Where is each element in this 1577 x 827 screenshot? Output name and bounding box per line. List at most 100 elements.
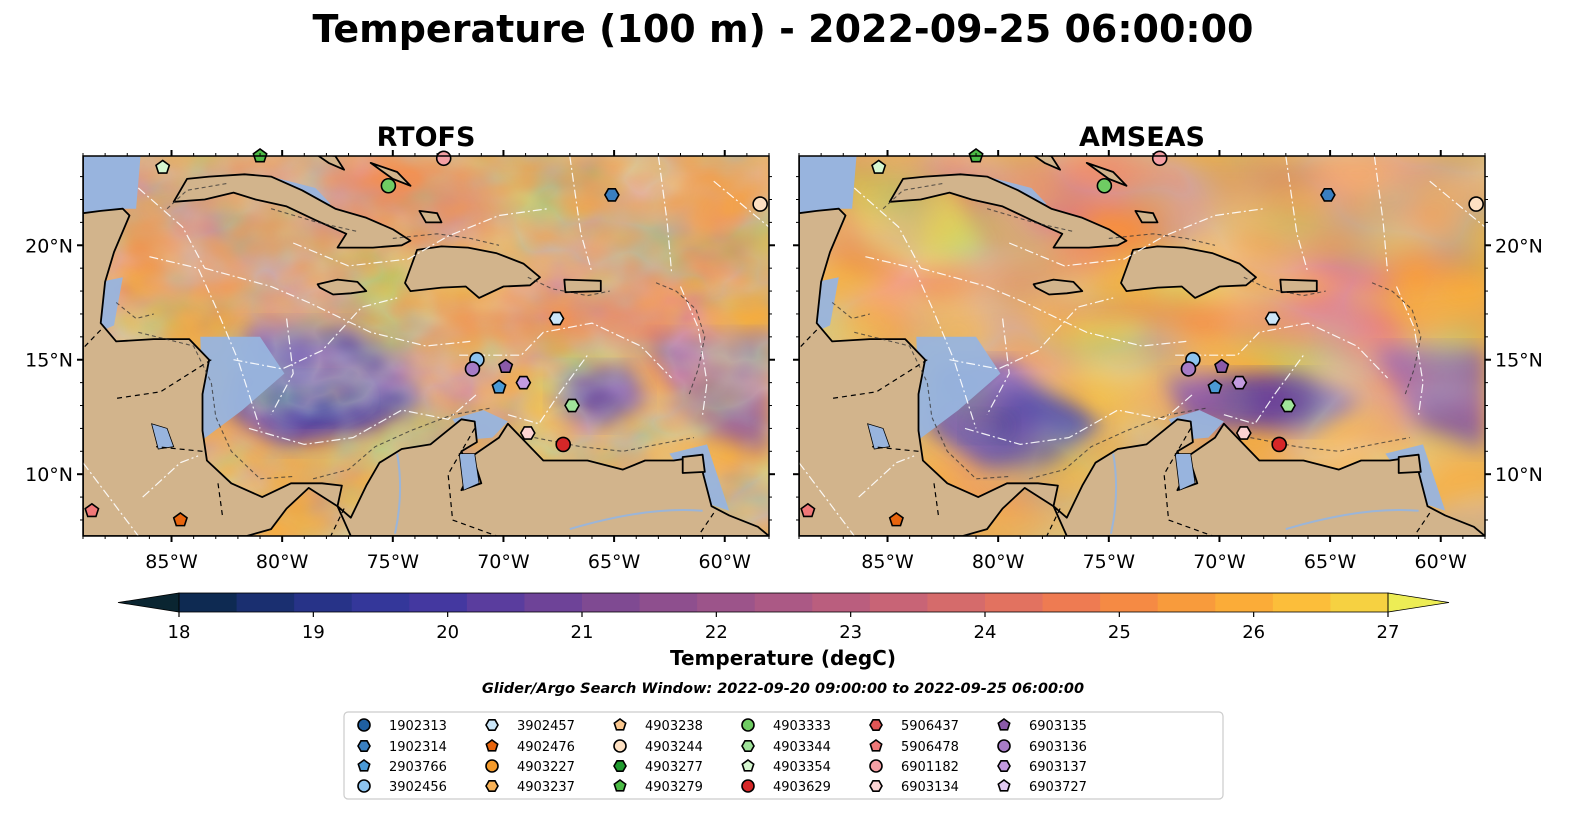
land-bahamasA — [317, 156, 345, 171]
legend-item: 6903134 — [869, 780, 959, 795]
colorbar-tick-label: 21 — [571, 622, 594, 643]
legend-item: 4903277 — [613, 760, 703, 775]
colorbar-extend-high — [1387, 592, 1450, 613]
float-4903333 — [380, 177, 397, 194]
land-southAmerica — [1052, 418, 1485, 536]
float-4903333 — [1096, 177, 1113, 194]
colorbar-bin — [985, 593, 1044, 612]
colorbar-bin — [179, 593, 238, 612]
legend-marker-4902476 — [485, 739, 499, 752]
float-6901182 — [1151, 150, 1168, 167]
float-6903134 — [1235, 426, 1252, 440]
legend-item: 3902457 — [485, 719, 575, 734]
legend-label: 4903629 — [773, 780, 831, 795]
legend-item: 4903279 — [613, 779, 703, 795]
lon-tick-label: 60°W — [1415, 551, 1468, 573]
colorbar-bin — [1042, 593, 1101, 612]
lon-tick-label: 80°W — [256, 551, 309, 573]
float-6903135 — [1214, 358, 1230, 374]
legend-label: 4903277 — [645, 760, 703, 775]
lon-tick-label: 85°W — [861, 551, 914, 573]
float-4902476 — [888, 511, 904, 527]
float-4902476 — [172, 511, 188, 527]
legend-item: 4903333 — [741, 718, 831, 734]
colorbar-extend-low — [117, 592, 180, 613]
legend-item: 4902476 — [485, 739, 575, 755]
legend-item: 4903227 — [485, 759, 575, 775]
colorbar-bin — [351, 593, 410, 612]
colorbar-bin — [236, 593, 295, 612]
colorbar-tick-label: 20 — [436, 622, 459, 643]
colorbar-bin — [524, 593, 583, 612]
legend-label: 1902314 — [389, 740, 447, 755]
lon-tick-label: 65°W — [588, 551, 641, 573]
float-4903354 — [871, 159, 887, 174]
float-6903137 — [1231, 375, 1248, 390]
legend-marker-4903629 — [741, 779, 755, 793]
legend-marker-4903277 — [613, 760, 627, 772]
colorbar-tick-label: 25 — [1108, 622, 1131, 643]
land — [799, 156, 1485, 536]
float-6903134 — [519, 426, 536, 440]
legend-label: 5906478 — [901, 740, 959, 755]
land-bahamasC — [418, 210, 443, 224]
float-1902314 — [1319, 188, 1336, 202]
float-1902314 — [603, 188, 620, 202]
legend-label: 4903237 — [517, 780, 575, 795]
legend-marker-4903244 — [613, 739, 627, 753]
legend-marker-4903238 — [613, 718, 627, 731]
float-6903135 — [498, 358, 514, 374]
legend-label: 6903135 — [1029, 719, 1087, 734]
legend-label: 3902456 — [389, 780, 447, 795]
legend-marker-6903727 — [997, 779, 1011, 792]
legend-item: 6903135 — [997, 718, 1087, 734]
lon-tick-label: 85°W — [145, 551, 198, 573]
float-4903354 — [155, 159, 171, 174]
legend-label: 6903727 — [1029, 780, 1087, 795]
land-centralAmerica — [83, 156, 343, 536]
colorbar-tick-label: 18 — [168, 622, 191, 643]
float-6903136 — [1180, 361, 1197, 377]
legend-item: 5906478 — [869, 739, 959, 755]
lon-tick-label: 60°W — [699, 551, 752, 573]
colorbar-bin — [927, 593, 986, 612]
legend-item: 2903766 — [357, 759, 447, 775]
colorbar-bin — [1272, 593, 1332, 612]
colorbar-bin — [409, 593, 468, 612]
float-4903344 — [564, 398, 580, 413]
lon-tick-label: 75°W — [367, 551, 420, 573]
legend-item: 1902314 — [357, 740, 447, 755]
lon-tick-label: 70°W — [1193, 551, 1246, 573]
land-cuba — [888, 173, 1128, 249]
legend-item: 6901182 — [869, 759, 959, 775]
colorbar-bin — [869, 593, 929, 612]
colorbar-bin — [466, 593, 526, 612]
legend-marker-6903137 — [997, 760, 1011, 772]
colorbar-bin — [1330, 593, 1389, 612]
colorbar-tick-label: 26 — [1242, 622, 1265, 643]
legend-marker-4903333 — [741, 718, 755, 732]
colorbar-bin — [1215, 593, 1274, 612]
land — [83, 156, 769, 536]
legend-marker-2903766 — [357, 759, 371, 772]
land-bahamasB — [1085, 162, 1128, 187]
legend-label: 4903333 — [773, 719, 831, 734]
legend-item: 6903137 — [997, 760, 1087, 775]
legend-label: 6903137 — [1029, 760, 1087, 775]
colorbar-bin — [639, 593, 698, 612]
lon-tick-label: 70°W — [477, 551, 530, 573]
legend-marker-4903237 — [485, 780, 499, 792]
colorbar-bin — [1100, 593, 1159, 612]
legend-item: 4903629 — [741, 779, 831, 795]
float-legend: 1902313 1902314 2903766 3902456 3902457 49024… — [343, 711, 1224, 800]
eez-boundaries — [799, 156, 1485, 536]
land-trinidad — [681, 453, 706, 474]
land-trinidad — [1397, 453, 1422, 474]
float-6903137 — [515, 375, 532, 390]
float-6903136 — [464, 361, 481, 377]
float-4903244 — [752, 196, 768, 212]
legend-label: 3902457 — [517, 719, 575, 734]
legend-marker-6903134 — [869, 780, 883, 792]
colorbar-bin — [697, 593, 756, 612]
land-cuba — [172, 173, 412, 249]
